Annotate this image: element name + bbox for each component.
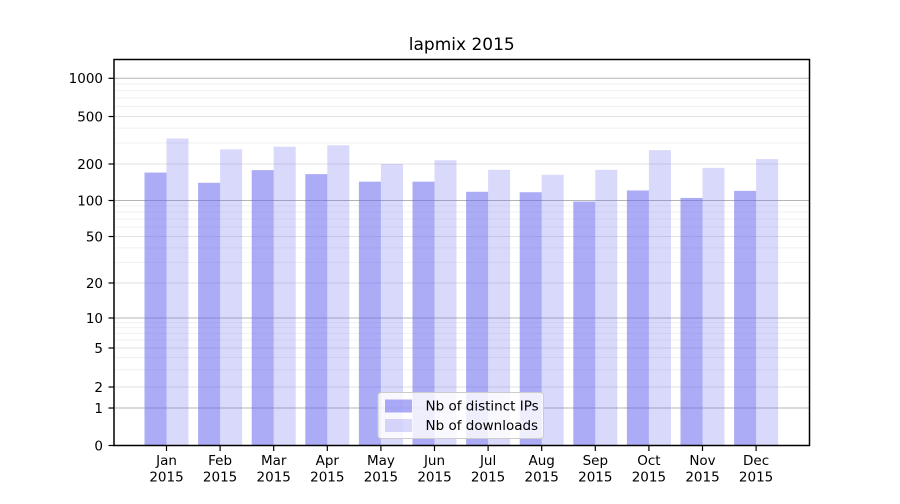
x-tick-label-year: 2015: [417, 470, 451, 486]
bar-ips-jan: [144, 172, 167, 446]
x-tick-label-year: 2015: [257, 470, 291, 486]
y-tick-label: 50: [86, 229, 103, 245]
bar-downloads-nov: [702, 167, 725, 446]
legend-swatch-downloads: [385, 419, 412, 432]
bar-ips-mar: [251, 170, 274, 446]
bar-ips-may: [358, 181, 381, 446]
bar-ips-feb: [198, 182, 221, 446]
y-tick-label: 1: [94, 401, 103, 417]
bar-ips-aug: [519, 192, 542, 446]
x-tick-label-year: 2015: [203, 470, 237, 486]
x-tick-label-year: 2015: [685, 470, 719, 486]
bar-downloads-aug: [541, 174, 564, 446]
x-tick-label-year: 2015: [525, 470, 559, 486]
legend-label-ips: Nb of distinct IPs: [426, 399, 539, 415]
bar-ips-oct: [626, 190, 649, 446]
y-tick-label: 500: [77, 109, 103, 125]
bar-ips-dec: [734, 190, 757, 446]
x-tick-label-month: Nov: [689, 453, 715, 469]
y-tick-label: 20: [86, 276, 103, 292]
x-tick-label-month: May: [367, 453, 395, 469]
y-axis: 0 1 2 5 10 20 50 100 200 500 1000: [69, 71, 114, 454]
y-tick-label: 200: [77, 157, 103, 173]
x-tick-label-month: Mar: [261, 453, 287, 469]
x-axis: Jan2015Feb2015Mar2015Apr2015May2015Jun20…: [149, 445, 773, 486]
bar-ips-jun: [412, 181, 435, 446]
x-tick-label-year: 2015: [149, 470, 183, 486]
bar-downloads-oct: [648, 150, 671, 446]
bar-downloads-jan: [166, 138, 189, 446]
legend-label-downloads: Nb of downloads: [426, 418, 539, 434]
y-tick-label: 0: [94, 438, 103, 454]
bars: [144, 138, 779, 446]
bar-downloads-apr: [327, 145, 350, 446]
legend-box: [377, 392, 544, 439]
x-tick-label-month: Sep: [583, 453, 608, 469]
y-tick-label: 5: [94, 341, 103, 357]
x-tick-label-year: 2015: [364, 470, 398, 486]
x-tick-label-month: Oct: [637, 453, 660, 469]
x-tick-label-month: Jun: [423, 453, 445, 469]
y-tick-label: 100: [77, 193, 103, 209]
y-tick-label: 1000: [69, 71, 103, 87]
x-tick-label-month: Jan: [155, 453, 177, 469]
x-tick-label-month: Dec: [743, 453, 769, 469]
bar-downloads-sep: [595, 169, 618, 446]
bar-downloads-dec: [756, 159, 779, 446]
legend: Nb of distinct IPs Nb of downloads: [377, 392, 544, 439]
x-tick-label-year: 2015: [578, 470, 612, 486]
bar-ips-jul: [466, 191, 489, 446]
bar-ips-apr: [305, 174, 328, 446]
bar-downloads-jul: [488, 169, 511, 446]
x-tick-label-year: 2015: [471, 470, 505, 486]
x-tick-label-year: 2015: [632, 470, 666, 486]
bar-downloads-mar: [273, 146, 296, 446]
bar-ips-sep: [573, 201, 596, 446]
y-tick-label: 2: [94, 380, 103, 396]
bar-downloads-jun: [434, 160, 457, 446]
x-tick-label-month: Feb: [208, 453, 232, 469]
x-tick-label-month: Apr: [316, 453, 340, 469]
bar-downloads-may: [380, 163, 403, 446]
plot-frame: [113, 58, 811, 447]
chart-title: lapmix 2015: [409, 35, 515, 55]
x-tick-label-year: 2015: [739, 470, 773, 486]
x-tick-label-month: Aug: [529, 453, 555, 469]
bar-ips-nov: [680, 197, 703, 446]
bar-downloads-feb: [220, 149, 243, 446]
legend-swatch-ips: [385, 399, 412, 413]
x-tick-label-year: 2015: [310, 470, 344, 486]
y-tick-label: 10: [86, 311, 103, 327]
x-tick-label-month: Jul: [479, 453, 496, 469]
